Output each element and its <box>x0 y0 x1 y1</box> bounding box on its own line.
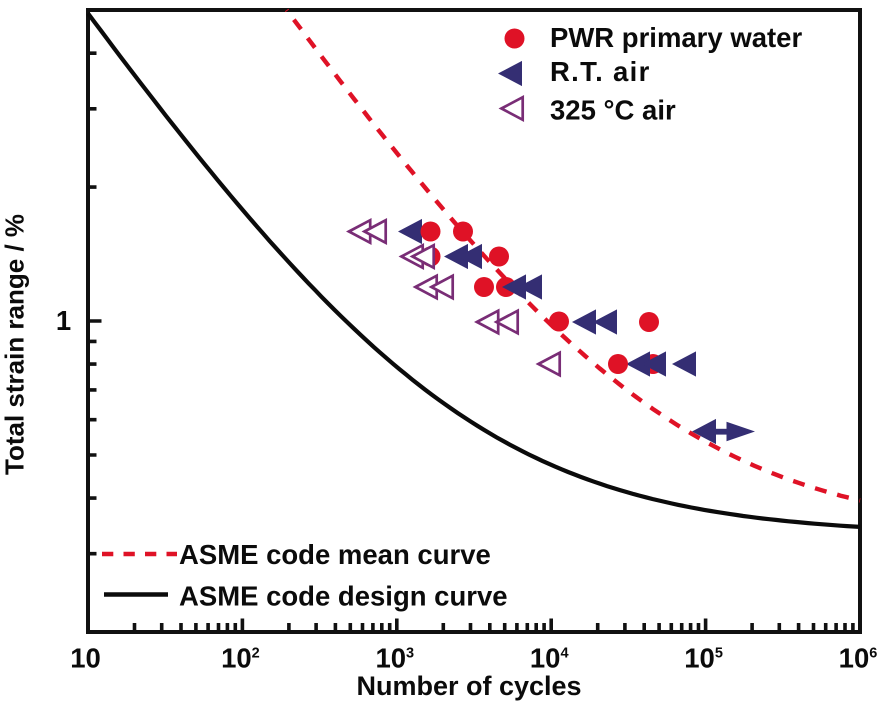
svg-text:ASME code mean curve: ASME code mean curve <box>179 539 491 570</box>
svg-text:102: 102 <box>221 643 260 674</box>
svg-text:103: 103 <box>375 643 414 674</box>
svg-text:104: 104 <box>530 643 569 674</box>
svg-text:1: 1 <box>56 305 71 336</box>
svg-text:ASME code design curve: ASME code design curve <box>179 581 508 612</box>
svg-text:10: 10 <box>70 643 101 674</box>
svg-text:R.T. air: R.T. air <box>550 56 651 87</box>
svg-text:105: 105 <box>684 643 723 674</box>
svg-text:PWR primary water: PWR primary water <box>550 22 802 53</box>
svg-text:Number of cycles: Number of cycles <box>356 671 581 701</box>
svg-text:325 °C air: 325 °C air <box>550 95 676 126</box>
svg-text:106: 106 <box>839 643 878 674</box>
svg-text:Total strain range / %: Total strain range / % <box>0 214 30 475</box>
